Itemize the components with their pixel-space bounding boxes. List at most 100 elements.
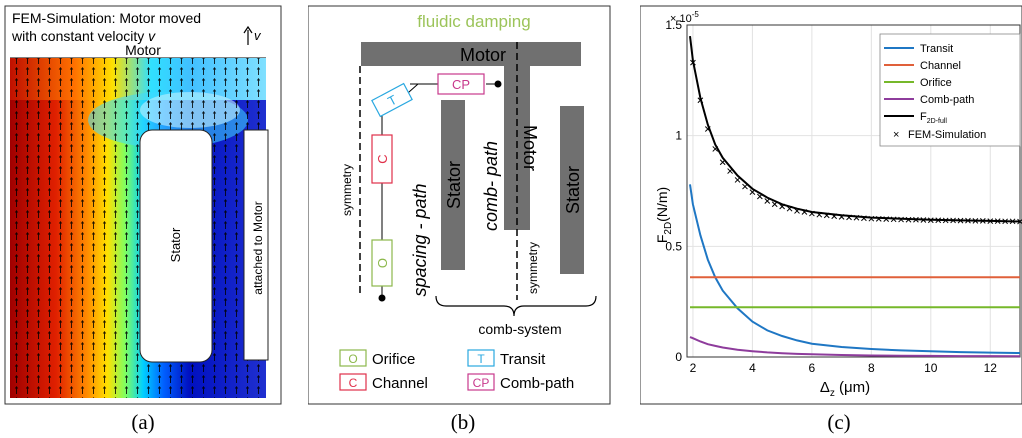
fem-point [942, 217, 949, 224]
fem-point [1009, 218, 1016, 225]
svg-text:Orifice: Orifice [920, 77, 952, 89]
fem-point [913, 216, 919, 223]
fem-point [853, 214, 860, 221]
y-axis-label: F2D(N/m) [654, 187, 674, 243]
panel-b-damping-diagram: fluidic damping Motor Motor Stator Stato… [308, 5, 611, 405]
svg-text:Comb-path: Comb-path [920, 94, 974, 106]
caption-b: (b) [450, 410, 476, 434]
fem-point [1002, 218, 1008, 225]
caption-c: (c) [827, 410, 851, 434]
panel-a-fem-simulation: FEM-Simulation: Motor moved with constan… [4, 5, 282, 405]
node-channel: C [371, 134, 393, 184]
y-tick-label: 1 [675, 129, 682, 143]
panel-a-title-line1: FEM-Simulation: Motor moved [12, 10, 201, 26]
fem-point [831, 213, 838, 220]
svg-text:CP: CP [473, 376, 490, 390]
motor-bar-label: Motor [460, 45, 506, 65]
fem-point [727, 168, 733, 174]
velocity-field [10, 58, 266, 398]
fem-point [846, 214, 852, 221]
chart-legend: Transit Channel Orifice Comb-path F2D-fu… [879, 33, 1021, 147]
series-line-comb-path [689, 336, 1021, 358]
fem-point [972, 218, 979, 224]
node-orifice: O [371, 239, 393, 287]
svg-text:F2D-full: F2D-full [920, 111, 947, 125]
panel-a-motor-label: Motor [125, 42, 161, 58]
circuit-node-top [494, 80, 502, 88]
node-comb-path: CP [437, 73, 485, 95]
motor-finger-label: Motor [520, 125, 540, 171]
svg-text:T: T [477, 352, 485, 366]
svg-text:×: × [893, 129, 899, 141]
svg-text:FEM-Simulation: FEM-Simulation [908, 129, 986, 141]
svg-text:Transit: Transit [920, 43, 953, 55]
svg-text:Comb-path: Comb-path [500, 375, 574, 392]
legend-item-channel: Channel [884, 60, 961, 72]
fem-point [816, 211, 823, 218]
node-transit: T [371, 82, 413, 118]
svg-text:C: C [349, 376, 358, 390]
velocity-arrow-icon [243, 25, 253, 45]
comb-path-label: comb- path [481, 141, 501, 231]
fem-point [786, 205, 793, 212]
fem-point [704, 126, 711, 132]
fem-point [875, 216, 882, 222]
fem-point [801, 209, 808, 215]
fem-point [868, 215, 875, 222]
fem-point [771, 201, 778, 208]
legend-item-transit: Transit [884, 43, 953, 55]
panel-a-stator-label: Stator [168, 227, 183, 262]
circuit-node-bottom [378, 294, 386, 302]
attached-to-motor-block [243, 129, 269, 361]
fem-point [890, 216, 897, 223]
legend-channel: C Channel [339, 373, 428, 392]
plot-area [686, 24, 1021, 358]
x-tick-label: 8 [868, 361, 875, 375]
x-tick-label: 6 [809, 361, 816, 375]
fem-point [950, 217, 956, 224]
stator-right [560, 106, 584, 274]
x-tick-label: 10 [924, 361, 938, 375]
fem-point [734, 177, 741, 183]
svg-text:Transit: Transit [500, 351, 546, 368]
legend-item-comb-path: Comb-path [884, 94, 974, 106]
symmetry-right-label: symmetry [526, 242, 540, 294]
legend-item-f2d-full: F2D-full [884, 111, 947, 125]
velocity-label: v [254, 28, 262, 43]
panel-c-chart: 2 4 6 8 10 12 0 0.5 1 1.5 × 10-5 F2D(N/m) Δz (μm)… [640, 5, 1022, 405]
fem-point [979, 218, 986, 224]
fem-point [935, 217, 942, 224]
y-tick-label: 0.5 [665, 239, 682, 253]
fem-point [823, 212, 830, 219]
fem-point [927, 217, 934, 224]
legend-transit: T Transit [467, 349, 546, 368]
panel-a-stator [139, 129, 213, 363]
x-tick-label: 12 [984, 361, 998, 375]
fem-point [861, 215, 867, 222]
fem-point [794, 208, 800, 214]
svg-text:Orifice: Orifice [372, 351, 415, 368]
fem-point [809, 210, 815, 217]
fem-point [779, 203, 785, 210]
fem-point [957, 217, 964, 224]
series-line-transit [689, 184, 1021, 354]
legend-orifice: O Orifice [339, 349, 415, 368]
symmetry-left-label: symmetry [340, 164, 354, 216]
panel-b-title: fluidic damping [417, 12, 530, 31]
fem-point [749, 189, 756, 195]
x-axis-label: Δz (μm) [820, 379, 870, 399]
stator-left-label: Stator [444, 161, 464, 209]
svg-text:O: O [375, 258, 390, 268]
y-tick-label: 1.5 [665, 18, 682, 32]
attached-to-motor-label: attached to Motor [251, 201, 265, 294]
motor-bar [361, 42, 581, 66]
fem-point [987, 218, 994, 224]
fem-point [905, 216, 912, 223]
comb-system-brace [435, 295, 597, 317]
stator-left [441, 100, 465, 270]
fem-point [756, 193, 763, 200]
fem-point [719, 159, 726, 166]
fem-point [883, 216, 890, 222]
stator-right-label: Stator [563, 166, 583, 214]
caption-a: (a) [131, 410, 155, 434]
